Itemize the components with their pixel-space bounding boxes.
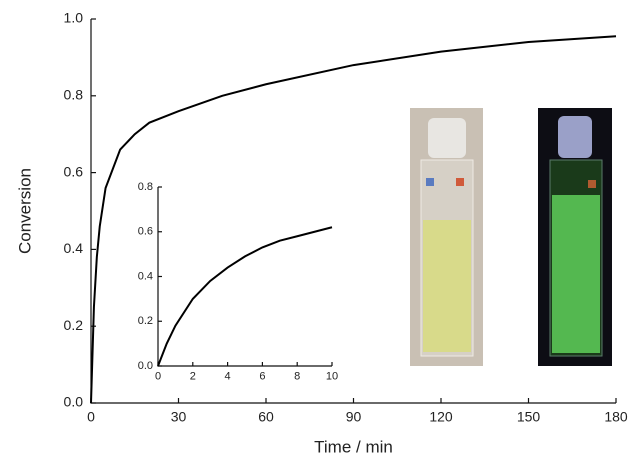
x-tick-label: 8 <box>294 370 300 382</box>
y-tick-label: 0.4 <box>138 270 153 282</box>
data-line <box>157 226 333 367</box>
y-tick-label: 0.2 <box>138 315 153 327</box>
x-tick-label: 0 <box>87 409 95 425</box>
y-tick-label: 0.0 <box>64 394 84 410</box>
y-tick-label: 0.8 <box>64 87 84 103</box>
x-tick-label: 30 <box>171 409 187 425</box>
y-tick-label: 0.2 <box>64 317 84 333</box>
axis-line <box>90 19 616 404</box>
x-axis-title: Time / min <box>314 437 393 456</box>
x-tick-label: 60 <box>258 409 274 425</box>
photo-uv <box>538 108 612 366</box>
photo-daylight <box>410 108 483 366</box>
x-tick-label: 150 <box>517 409 541 425</box>
x-tick-label: 6 <box>259 370 265 382</box>
x-tick-label: 120 <box>429 409 453 425</box>
x-tick-label: 10 <box>326 370 338 382</box>
x-tick-label: 90 <box>346 409 362 425</box>
y-tick-label: 0.8 <box>138 181 153 193</box>
y-tick-label: 0.0 <box>138 360 153 372</box>
x-tick-label: 4 <box>225 370 231 382</box>
y-tick-label: 0.4 <box>64 240 84 256</box>
x-tick-label: 0 <box>155 370 161 382</box>
y-axis-title: Conversion <box>15 168 34 254</box>
y-tick-label: 0.6 <box>138 226 153 238</box>
axis-line <box>157 187 332 367</box>
x-tick-label: 180 <box>604 409 628 425</box>
y-tick-label: 1.0 <box>64 10 84 26</box>
y-tick-label: 0.6 <box>64 163 84 179</box>
x-tick-label: 2 <box>190 370 196 382</box>
data-line <box>90 35 617 404</box>
